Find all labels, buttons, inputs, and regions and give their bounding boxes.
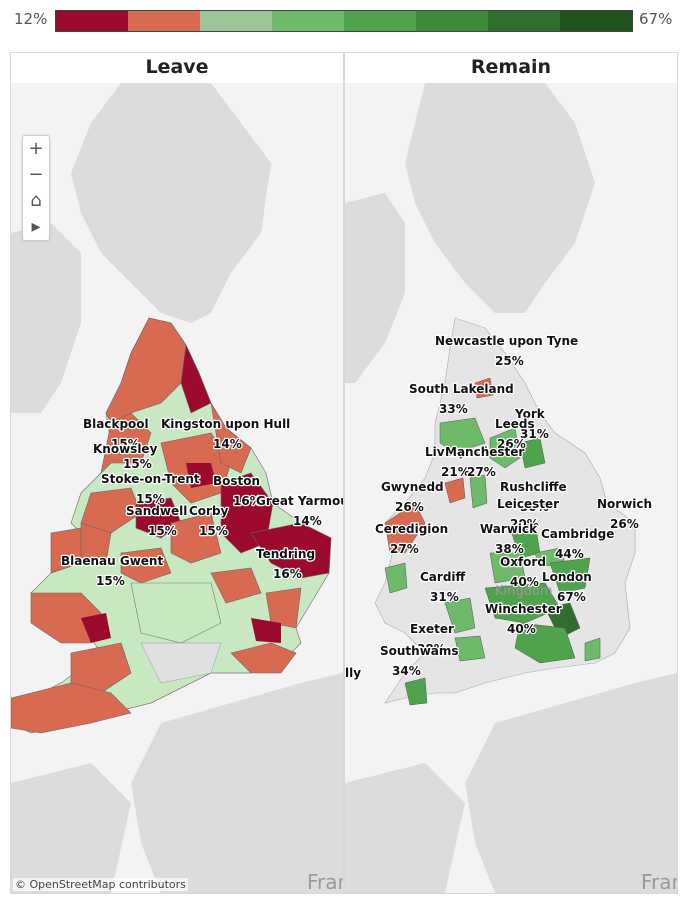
remain-label-pct: 40%	[507, 622, 536, 636]
leave-label-name: Sandwell	[126, 504, 187, 518]
remain-panel-title: Remain	[345, 53, 677, 84]
remain-label-name: Warwick	[480, 522, 538, 536]
remain-panel: Remain	[344, 52, 678, 894]
leave-label-pct: 15%	[96, 574, 125, 588]
remain-label-name: Leicester	[497, 497, 559, 511]
remain-labels: Newcastle upon Tyne 25% South Lakeland 33% Y…	[374, 333, 654, 680]
leave-label-pct: 15%	[148, 524, 177, 538]
legend-swatch-1	[128, 11, 200, 31]
france-land	[131, 673, 343, 893]
legend-max-label: 67%	[639, 10, 673, 28]
home-icon[interactable]: ⌂	[30, 190, 42, 211]
map-attribution[interactable]: © OpenStreetMap contributors	[13, 878, 188, 891]
ghost-text-left: lly	[345, 666, 361, 680]
zoom-controls: + − ⌂ ▸	[22, 135, 50, 241]
remain-label-pct: 26%	[610, 517, 639, 531]
legend-swatch-2	[200, 11, 272, 31]
leave-label-pct: 15%	[199, 524, 228, 538]
leave-label-name: Boston	[213, 474, 260, 488]
legend-swatch-4	[344, 11, 416, 31]
remain-label-name: Oxford	[500, 555, 546, 569]
remain-label-pct: 33%	[439, 402, 468, 416]
remain-label-pct: 26%	[497, 437, 526, 451]
remain-label-name: Cambridge	[541, 527, 614, 541]
remain-label-name: Gwynedd	[381, 480, 444, 494]
remain-label-name: Manchester	[445, 445, 524, 459]
leave-label-name: Blaenau Gwent	[61, 554, 163, 568]
remain-label-name: York	[514, 407, 546, 421]
remain-label-pct: 26%	[395, 500, 424, 514]
play-icon[interactable]: ▸	[31, 216, 41, 237]
remain-label-name: Ceredigion	[375, 522, 448, 536]
remain-label-name: London	[542, 570, 592, 584]
remain-label-name: Newcastle upon Tyne	[435, 334, 578, 348]
leave-label-pct: 16%	[233, 494, 262, 508]
leave-label-name: Stoke-on-Trent	[101, 472, 200, 486]
leave-label-name: Great Yarmouth	[256, 494, 343, 508]
remain-map[interactable]: Newcastle upon Tyne 25% South Lakeland 33% Y…	[345, 83, 677, 893]
ghost-text-kingdom: Kingdom	[495, 584, 553, 599]
leave-label-name: Corby	[189, 504, 229, 518]
remain-label-name: Exeter	[410, 622, 454, 636]
zoom-out-button[interactable]: −	[28, 164, 44, 185]
remain-label-pct: 20%	[510, 517, 539, 531]
leave-label-pct: 15%	[136, 492, 165, 506]
remain-label-pct: 31%	[520, 427, 549, 441]
remain-label-pct: 67%	[557, 590, 586, 604]
leave-map[interactable]: Blackpool 15% Knowsley 15% Kingston upon Hul…	[11, 83, 343, 893]
region-southwest	[11, 682, 132, 734]
leave-label-name: Knowsley	[93, 442, 158, 456]
region-hull	[186, 463, 216, 488]
remain-label-name: South Lakeland	[409, 382, 514, 396]
remain-label-pct: 25%	[495, 354, 524, 368]
leave-label-name: Kingston upon Hull	[161, 417, 290, 431]
legend-swatch-7	[560, 11, 632, 31]
remain-label-name: Liverpool	[425, 445, 488, 459]
remain-label-pct: 30%	[520, 500, 549, 514]
ghost-text-france: Fran	[307, 870, 343, 893]
scotland-land	[71, 83, 271, 323]
remain-label-pct: 31%	[430, 590, 459, 604]
remain-map-svg[interactable]: Newcastle upon Tyne 25% South Lakeland 33% Y…	[345, 83, 677, 893]
remain-label-pct: 38%	[417, 642, 446, 656]
remain-label-pct: 34%	[392, 664, 421, 678]
remain-label-name: Norwich	[597, 497, 652, 511]
leave-panel-title: Leave	[11, 53, 343, 84]
leave-label-pct: 15%	[123, 457, 152, 471]
remain-label-name: Southwams	[380, 644, 459, 658]
leave-label-pct: 14%	[213, 437, 242, 451]
legend-swatch-5	[416, 11, 488, 31]
ireland-land	[11, 223, 81, 413]
legend-min-label: 12%	[14, 10, 48, 28]
leave-label-pct: 16%	[273, 567, 302, 581]
remain-label-pct: 38%	[495, 542, 524, 556]
remain-label-name: Leeds	[495, 417, 535, 431]
leave-label-name: Blackpool	[83, 417, 149, 431]
leave-panel: Leave	[10, 52, 344, 894]
remain-label-pct: 44%	[555, 547, 584, 561]
remain-label-name: Cardiff	[420, 570, 466, 584]
leave-label-pct: 15%	[111, 437, 140, 451]
legend-swatch-0	[56, 11, 128, 31]
leave-label-pct: 14%	[293, 514, 322, 528]
remain-label-pct: 40%	[510, 575, 539, 589]
remain-label-pct: 21%	[441, 465, 470, 479]
remain-label-name: Winchester	[485, 602, 562, 616]
zoom-in-button[interactable]: +	[28, 138, 44, 159]
legend-swatch-3	[272, 11, 344, 31]
ghost-text-france-remain: Fran	[641, 870, 677, 893]
remain-label-name: Rushcliffe	[500, 480, 567, 494]
color-legend	[55, 10, 633, 32]
leave-label-name: Tendring	[256, 547, 315, 561]
legend-swatch-6	[488, 11, 560, 31]
remain-label-pct: 27%	[467, 465, 496, 479]
remain-label-pct: 27%	[390, 542, 419, 556]
